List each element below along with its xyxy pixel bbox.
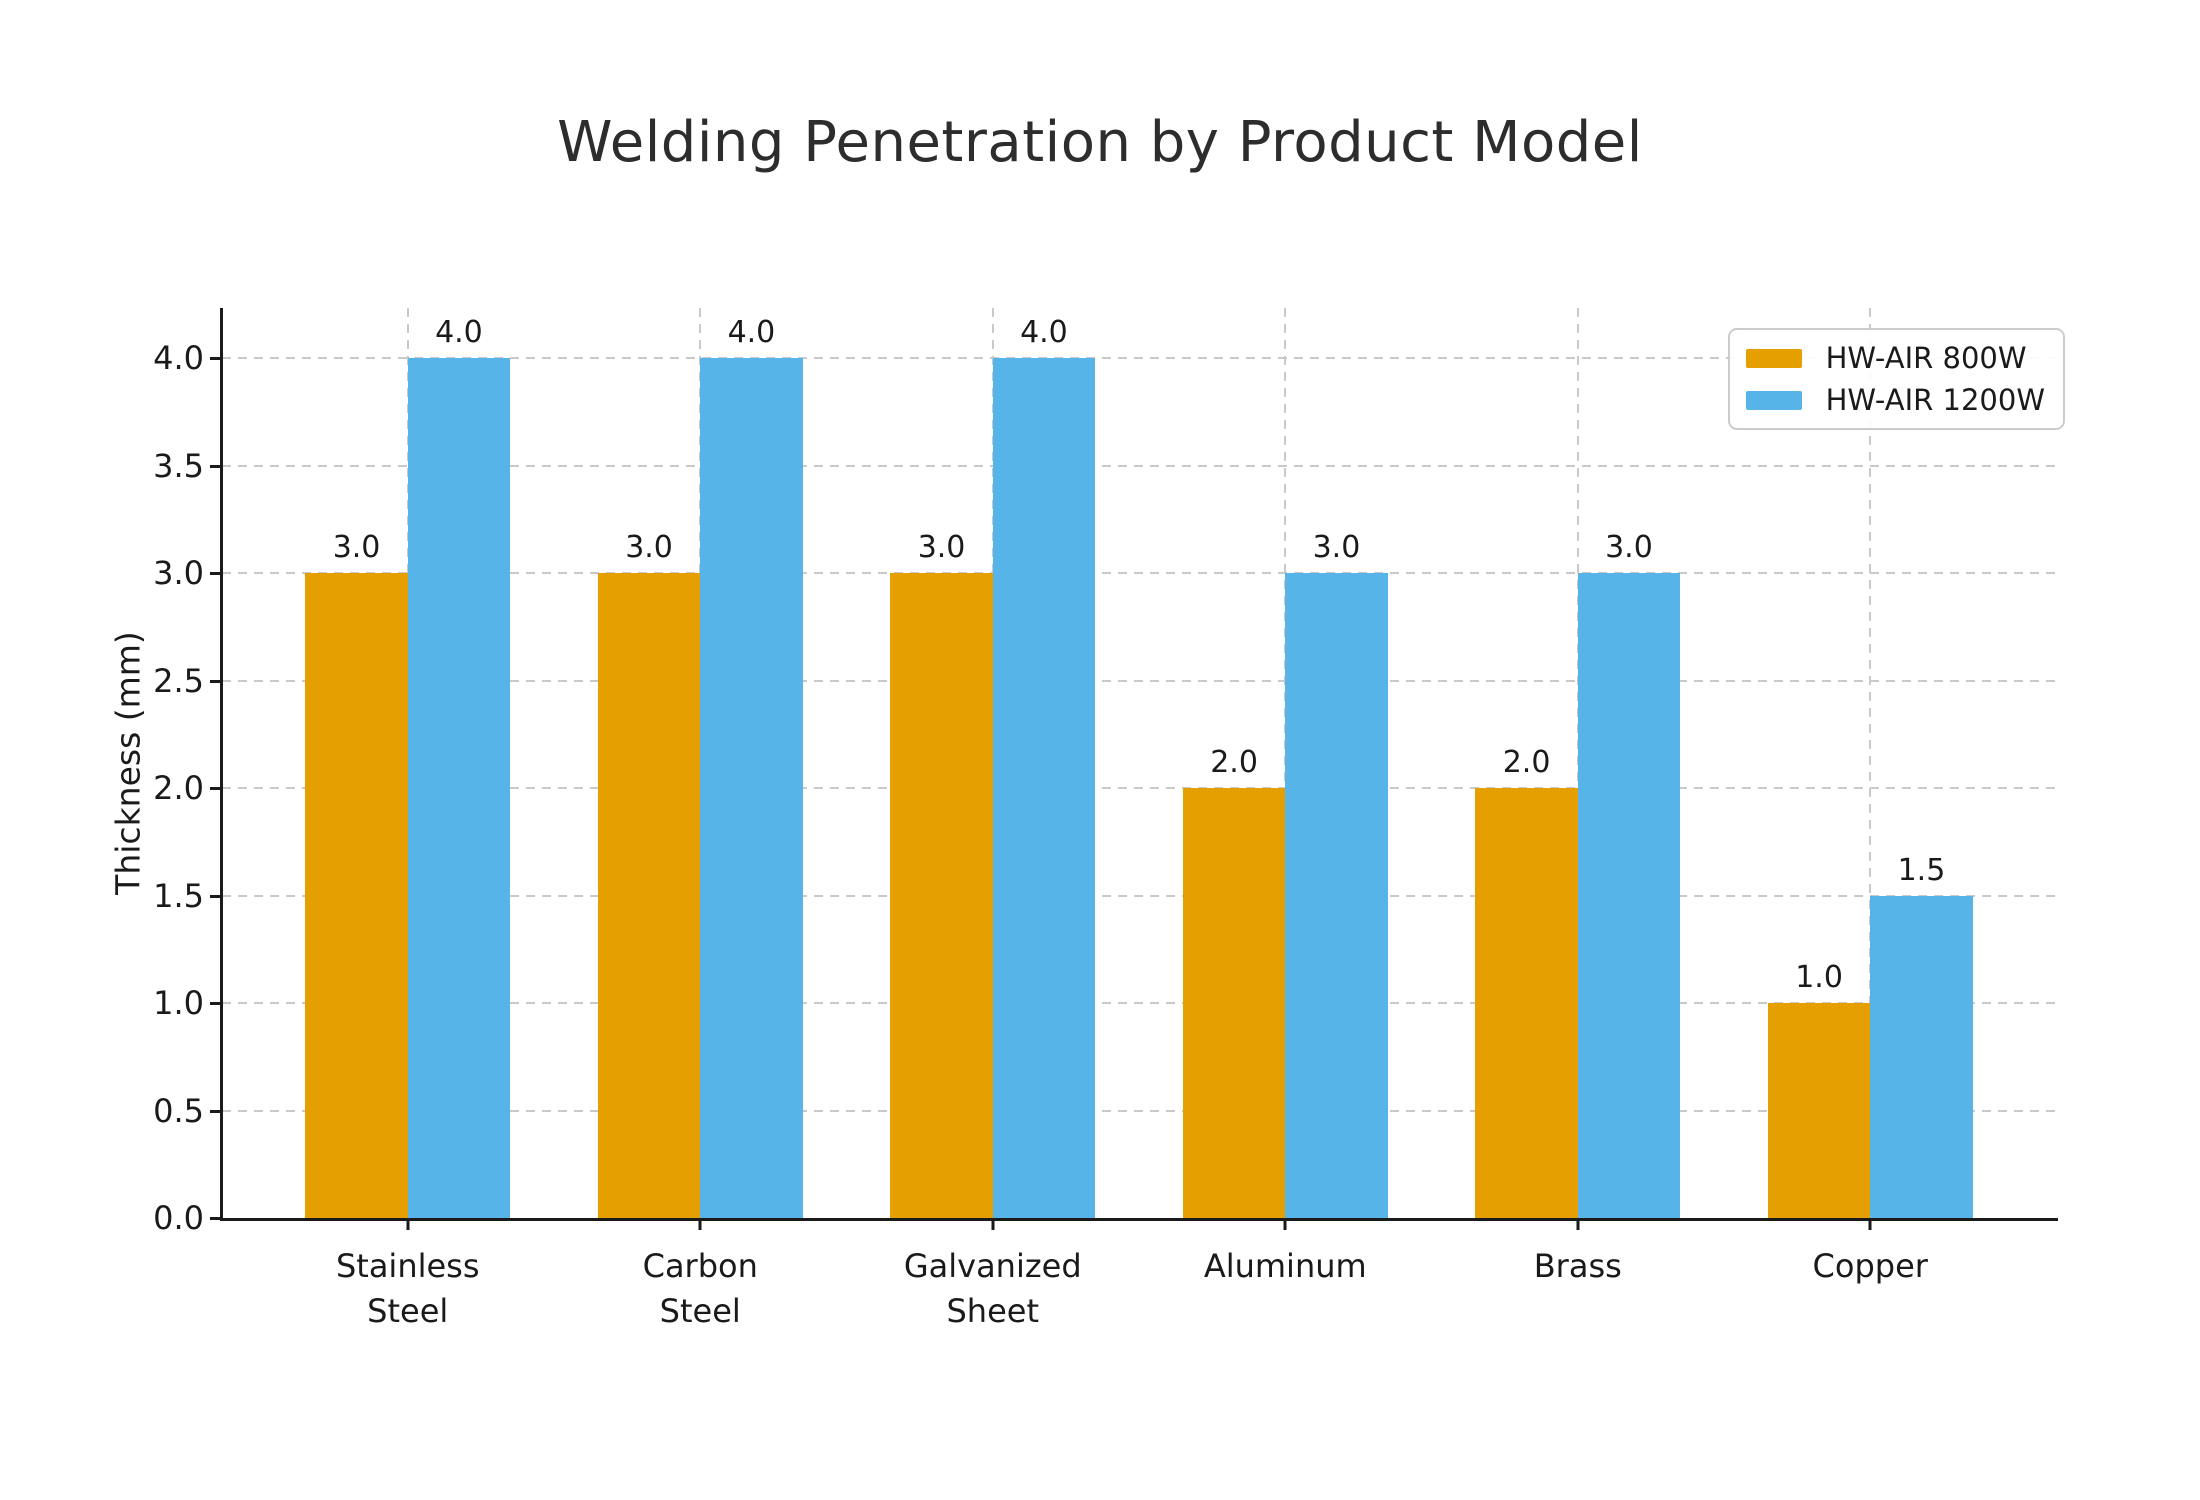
gridline-y [222, 572, 2056, 575]
y-tick-mark [210, 572, 222, 576]
y-tick-mark [210, 1217, 222, 1220]
bar-hw-air-1200w [992, 358, 1096, 1218]
bar-hw-air-1200w [700, 358, 803, 1218]
x-tick-label: Stainless Steel [335, 1247, 480, 1330]
legend-label: HW-AIR 1200W [1825, 383, 2045, 417]
bar-hw-air-800w [1475, 788, 1578, 1218]
y-tick-mark [210, 1002, 222, 1006]
legend: HW-AIR 800W HW-AIR 1200W [1727, 328, 2065, 430]
y-tick-mark [210, 787, 222, 791]
gridline-y [222, 894, 2056, 897]
y-tick-label: 4.0 [153, 339, 204, 378]
plot-area: HW-AIR 800W HW-AIR 1200W 0.0 0.5 1.0 1.5 2.0 2… [153, 308, 2065, 1330]
legend-row: HW-AIR 1200W [1745, 383, 2045, 417]
bar-hw-air-1200w [407, 358, 511, 1218]
gridline-y [222, 787, 2056, 790]
bar-value-label: 4.0 [435, 315, 483, 351]
y-tick-mark [210, 679, 222, 683]
bar-hw-air-800w [1767, 1003, 1871, 1218]
legend-swatch [1745, 348, 1802, 368]
gridline-y [222, 464, 2056, 467]
y-axis-label: Thickness (mm) [108, 631, 148, 895]
bar-value-label: 3.0 [917, 530, 966, 566]
y-axis-spine [220, 308, 223, 1221]
bar-value-label: 1.5 [1897, 852, 1946, 888]
bar-hw-air-800w [597, 573, 701, 1218]
y-tick-label: 1.0 [153, 984, 204, 1023]
x-tick-label: Carbon Steel [642, 1247, 758, 1330]
y-tick-label: 2.5 [153, 661, 204, 700]
x-tick-label: Galvanized Sheet [903, 1247, 1082, 1330]
x-tick-mark [1868, 1218, 1872, 1230]
x-tick-label: Aluminum [1203, 1247, 1367, 1285]
y-tick-label: 2.0 [153, 769, 204, 808]
x-tick-label: Copper [1812, 1247, 1928, 1285]
bar-value-label: 3.0 [1312, 530, 1361, 566]
gridline-x [1869, 308, 1872, 1218]
x-tick-mark [1283, 1218, 1287, 1230]
x-tick-mark [698, 1218, 702, 1230]
y-tick-mark [210, 357, 222, 361]
y-tick-label: 3.5 [153, 446, 204, 485]
bar-hw-air-800w [1182, 788, 1286, 1218]
bar-value-label: 2.0 [1210, 745, 1258, 781]
y-tick-label: 0.5 [153, 1091, 204, 1130]
bar-value-label: 1.0 [1795, 960, 1843, 996]
legend-row: HW-AIR 800W [1745, 341, 2045, 375]
bar-hw-air-800w [305, 573, 408, 1218]
legend-label: HW-AIR 800W [1825, 341, 2027, 375]
y-tick-label: 3.0 [153, 554, 204, 593]
bar-value-label: 2.0 [1502, 745, 1551, 781]
x-axis-spine [220, 1218, 2058, 1221]
x-tick-mark [1576, 1218, 1580, 1230]
bar-hw-air-1200w [1870, 895, 1973, 1218]
legend-swatch [1745, 390, 1802, 410]
bar-hw-air-1200w [1577, 573, 1681, 1218]
x-tick-mark [406, 1218, 410, 1230]
y-tick-mark [210, 894, 222, 898]
y-tick-label: 1.5 [153, 876, 204, 915]
bar-hw-air-800w [890, 573, 993, 1218]
y-tick-mark [210, 464, 222, 468]
gridline-y [222, 1109, 2056, 1112]
x-tick-mark [991, 1218, 995, 1230]
chart-title: Welding Penetration by Product Model [557, 110, 1643, 175]
y-tick-label: 0.0 [153, 1199, 204, 1237]
bar-value-label: 4.0 [727, 315, 776, 351]
y-tick-mark [210, 1109, 222, 1113]
gridline-y [222, 357, 2056, 360]
bar-value-label: 4.0 [1020, 315, 1068, 351]
bar-hw-air-1200w [1285, 573, 1388, 1218]
bar-value-label: 3.0 [1605, 530, 1653, 566]
gridline-y [222, 679, 2056, 682]
gridline-y [222, 1002, 2056, 1005]
x-tick-label: Brass [1533, 1247, 1622, 1285]
bar-value-label: 3.0 [332, 530, 381, 566]
bar-value-label: 3.0 [625, 530, 673, 566]
